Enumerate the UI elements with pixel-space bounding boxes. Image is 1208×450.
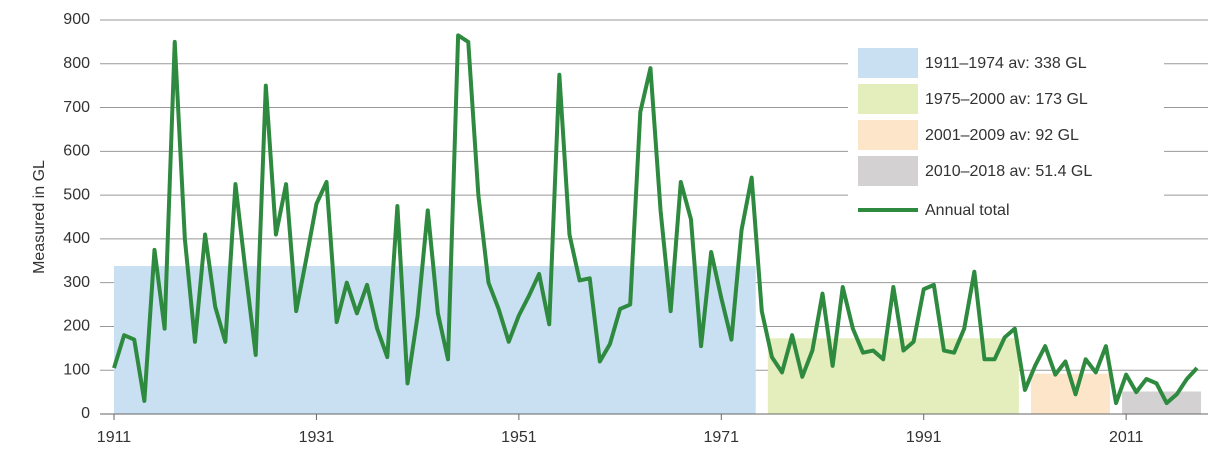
x-tick-label: 1911	[97, 429, 132, 446]
y-tick-label: 700	[63, 99, 90, 116]
y-tick-label: 300	[63, 274, 90, 291]
y-tick-label: 0	[81, 405, 90, 422]
legend-label: 2001–2009 av: 92 GL	[925, 127, 1079, 144]
y-tick-label: 600	[63, 143, 90, 160]
y-tick-label: 400	[63, 230, 90, 247]
y-axis-label: Measured in GL	[31, 160, 48, 274]
legend-swatch	[858, 156, 918, 186]
y-tick-label: 800	[63, 55, 90, 72]
y-tick-label: 100	[63, 361, 90, 378]
x-tick-label: 1931	[299, 429, 335, 446]
legend-swatch	[858, 120, 918, 150]
legend: 1911–1974 av: 338 GL 1975–2000 av: 173 GL…	[848, 44, 1164, 230]
data-line	[112, 33, 1199, 406]
y-tick-label: 500	[63, 186, 90, 203]
x-tick-label: 1971	[703, 429, 739, 446]
x-tick-label: 2011	[1109, 429, 1144, 446]
legend-label: 1911–1974 av: 338 GL	[925, 55, 1087, 72]
legend-label: 2010–2018 av: 51.4 GL	[925, 163, 1092, 180]
legend-swatch	[858, 84, 918, 114]
period-average-bar	[767, 338, 1019, 414]
legend-label: Annual total	[925, 202, 1010, 219]
x-tick-label: 1951	[501, 429, 537, 446]
legend-swatch	[858, 48, 918, 78]
y-tick-label: 900	[63, 11, 90, 28]
period-average-bar	[1122, 391, 1202, 414]
y-tick-label: 200	[63, 318, 90, 335]
legend-label: 1975–2000 av: 173 GL	[925, 91, 1088, 108]
x-tick-label: 1991	[906, 429, 942, 446]
